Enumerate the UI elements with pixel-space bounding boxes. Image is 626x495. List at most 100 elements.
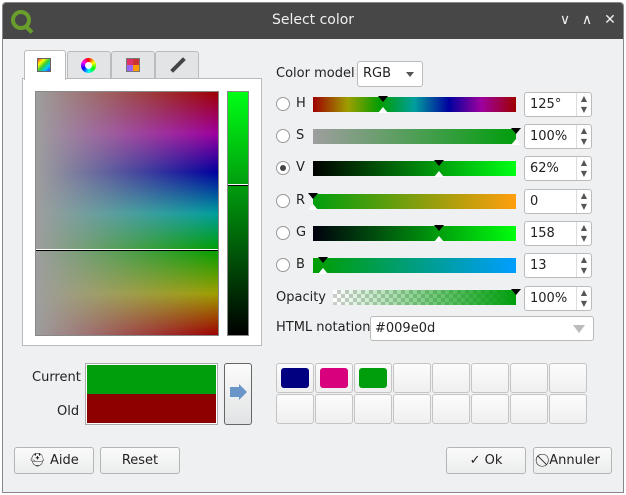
reset-button[interactable]: Reset — [100, 447, 180, 474]
slider-handle[interactable] — [308, 192, 318, 199]
color-preview — [85, 363, 218, 425]
swatch-slot[interactable] — [549, 394, 587, 424]
old-color[interactable] — [87, 394, 216, 423]
opacity-slider[interactable] — [333, 289, 521, 305]
current-color — [87, 365, 216, 394]
color-model-select[interactable]: RGB — [357, 61, 423, 87]
arrow-right-head-icon — [239, 384, 247, 400]
slider-g[interactable] — [313, 224, 516, 242]
swatch-color — [281, 368, 309, 388]
radio-s[interactable] — [276, 129, 290, 144]
swatch-slot[interactable] — [354, 394, 392, 424]
slider-handle-bottom — [308, 203, 318, 210]
slider-v[interactable] — [313, 160, 516, 178]
reset-label: Reset — [121, 453, 159, 468]
slider-r[interactable] — [308, 192, 516, 210]
spinbox-b[interactable]: 13 ▲ ▼ — [524, 253, 592, 278]
swatch-color — [359, 368, 387, 388]
color-wheel-icon — [81, 58, 96, 73]
channel-label-h: H — [296, 96, 306, 111]
opacity-spinbox[interactable]: 100% ▲ ▼ — [524, 286, 592, 311]
swatch-slot[interactable] — [315, 363, 353, 393]
swatch-color — [320, 368, 348, 388]
swatch-slot[interactable] — [471, 363, 509, 393]
channel-label-s: S — [296, 128, 305, 144]
spinbox-v[interactable]: 62% ▲ ▼ — [524, 156, 592, 182]
swatch-slot[interactable] — [354, 363, 392, 393]
swatch-slot[interactable] — [471, 394, 509, 424]
swatch-slot[interactable] — [276, 363, 314, 393]
qgis-logo-icon — [11, 10, 31, 30]
cancel-label: Annuler — [549, 453, 600, 468]
dropdown-arrow-icon — [573, 325, 585, 333]
lifebuoy-icon: ⛑ — [29, 453, 50, 468]
spin-arrows-icon[interactable]: ▲ ▼ — [576, 254, 591, 277]
eyedropper-icon — [170, 57, 186, 73]
radio-b[interactable] — [276, 258, 290, 272]
html-notation-input[interactable]: #009e0d — [370, 316, 594, 341]
close-button[interactable]: ✕ — [604, 12, 616, 28]
cancel-button[interactable]: ⃠ Annuler — [533, 447, 612, 474]
swatch-slot[interactable] — [276, 394, 314, 424]
slider-s[interactable] — [313, 128, 521, 146]
spinbox-r[interactable]: 0 ▲ ▼ — [524, 188, 592, 214]
swatch-grid-icon — [126, 58, 140, 72]
opacity-value: 100% — [530, 291, 568, 306]
slider-b[interactable] — [313, 257, 516, 274]
spin-arrows-icon[interactable]: ▲ ▼ — [576, 157, 591, 181]
slider-handle-bottom — [511, 139, 521, 146]
spin-arrows-icon[interactable]: ▲ ▼ — [576, 189, 591, 213]
add-to-swatches-button[interactable] — [224, 363, 252, 425]
radio-r[interactable] — [276, 193, 290, 208]
radio-g[interactable] — [276, 225, 290, 240]
value-bar[interactable] — [227, 91, 249, 336]
ok-label: Ok — [484, 453, 503, 468]
swatch-slot[interactable] — [432, 394, 470, 424]
slider-h[interactable] — [313, 96, 516, 113]
tab-color-picker[interactable] — [155, 51, 199, 79]
color-square[interactable] — [35, 91, 219, 336]
channel-value: 62% — [530, 161, 559, 177]
channel-label-v: V — [296, 160, 305, 176]
swatch-slot[interactable] — [510, 394, 548, 424]
channel-value: 125° — [530, 97, 562, 112]
spinbox-h[interactable]: 125° ▲ ▼ — [524, 92, 592, 117]
maximize-button[interactable]: ∧ — [581, 12, 593, 28]
opacity-label: Opacity — [276, 290, 327, 305]
value-bar-marker[interactable] — [228, 184, 248, 186]
slider-handle[interactable] — [433, 224, 444, 231]
swatch-slot[interactable] — [315, 394, 353, 424]
spin-arrows-icon[interactable]: ▲ ▼ — [576, 93, 591, 116]
swatch-slot[interactable] — [549, 363, 587, 393]
slider-handle[interactable] — [378, 96, 389, 102]
channel-label-g: G — [296, 224, 307, 240]
tab-color-wheel[interactable] — [67, 51, 111, 79]
current-label: Current — [32, 370, 81, 385]
old-label: Old — [57, 404, 80, 419]
spin-arrows-icon[interactable]: ▲ ▼ — [576, 287, 591, 310]
ok-button[interactable]: ✓ Ok — [446, 447, 526, 474]
spinbox-s[interactable]: 100% ▲ ▼ — [524, 124, 592, 150]
spin-arrows-icon[interactable]: ▲ ▼ — [576, 125, 591, 149]
channel-value: 13 — [530, 258, 547, 273]
spin-arrows-icon[interactable]: ▲ ▼ — [576, 221, 591, 245]
slider-handle-bottom — [318, 268, 329, 274]
html-notation-label: HTML notation — [276, 320, 371, 335]
channel-label-r: R — [296, 192, 306, 208]
spinbox-g[interactable]: 158 ▲ ▼ — [524, 220, 592, 246]
swatch-slot[interactable] — [510, 363, 548, 393]
slider-handle[interactable] — [433, 160, 444, 167]
swatch-slot[interactable] — [393, 394, 431, 424]
color-model-label: Color model — [276, 66, 355, 81]
minimize-button[interactable]: ∨ — [559, 12, 571, 28]
slider-handle[interactable] — [511, 128, 521, 135]
tab-color-ramp[interactable] — [24, 50, 66, 80]
checkmark-icon: ✓ — [469, 453, 485, 468]
tab-swatches[interactable] — [111, 51, 155, 79]
help-button[interactable]: ⛑ Aide — [14, 447, 94, 474]
radio-v[interactable] — [276, 161, 290, 176]
swatch-slot[interactable] — [432, 363, 470, 393]
swatch-slot[interactable] — [393, 363, 431, 393]
slider-handle[interactable] — [318, 257, 329, 263]
radio-h[interactable] — [276, 97, 290, 111]
